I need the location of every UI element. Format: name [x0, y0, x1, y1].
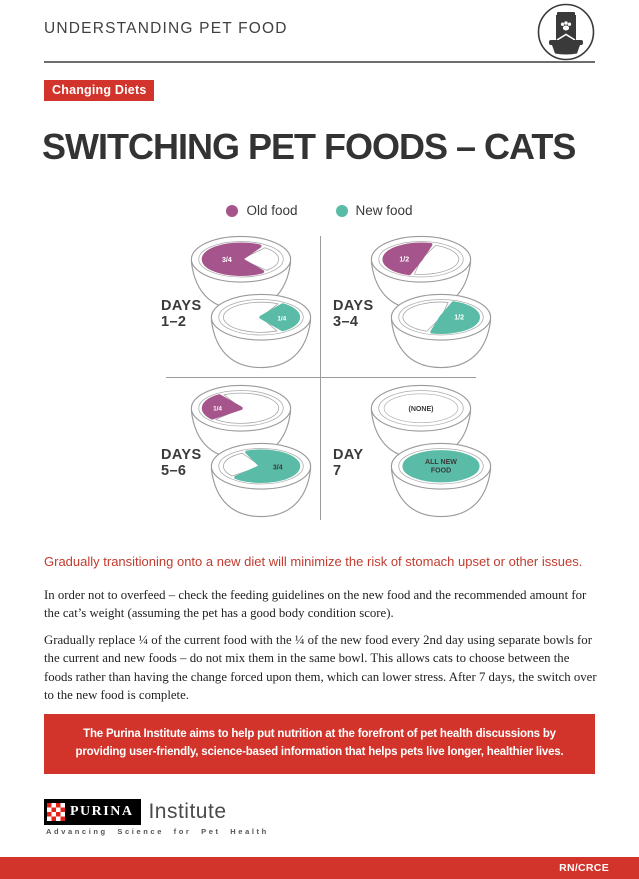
paragraph: In order not to overfeed – check the fee…	[44, 588, 587, 621]
diagram-quadrant-2: DAYS 3–4 1/2 1/2	[320, 228, 500, 377]
portion-label: 1/4	[213, 405, 222, 412]
purina-checkerboard-icon	[47, 803, 65, 821]
bowl-new-food: ALL NEW FOOD	[390, 442, 492, 518]
quadrant-label: DAYS 3–4	[333, 298, 374, 331]
portion-label: ALL NEW FOOD	[425, 459, 457, 474]
legend: Old food New food	[0, 203, 639, 218]
bowl-old-food: 1/4	[190, 384, 292, 460]
diagram-quadrant-1: DAYS 1–2 3/4 1/4	[140, 228, 320, 377]
diagram-horizontal-divider	[166, 377, 476, 378]
logo-tagline: Advancing Science for Pet Health	[46, 827, 269, 836]
transition-diagram: DAYS 1–2 3/4 1/4 DAYS 3–4 1/2 1/2 DAYS 5–6 1/4 3/4 D…	[140, 228, 500, 526]
diagram-vertical-divider	[320, 236, 321, 520]
legend-item-new-food: New food	[335, 203, 413, 218]
footer-bar: RN/CRCE	[0, 857, 639, 879]
header-divider	[44, 61, 595, 63]
portion-label: 1/4	[277, 316, 286, 323]
document-header-title: UNDERSTANDING PET FOOD	[44, 20, 288, 37]
pet-food-bag-and-bowl-icon	[537, 3, 595, 61]
bowl-empty: (NONE)	[370, 384, 472, 460]
portion-label: 1/2	[454, 314, 464, 321]
purina-wordmark: PURINA	[70, 804, 134, 819]
old-food-dot-icon	[226, 204, 239, 217]
portion-label: 3/4	[222, 257, 232, 264]
section-badge: Changing Diets	[44, 80, 155, 101]
quadrant-label: DAYS 1–2	[161, 298, 202, 331]
legend-label: New food	[355, 203, 413, 218]
page-title: SWITCHING PET FOODS – CATS	[42, 126, 576, 167]
diagram-quadrant-3: DAYS 5–6 1/4 3/4	[140, 377, 320, 526]
quadrant-label: DAY 7	[333, 447, 364, 480]
bowl-new-food: 1/4	[210, 293, 312, 369]
highlight-sentence: Gradually transitioning onto a new diet …	[44, 554, 583, 569]
purina-institute-logo: PURINA Institute	[44, 799, 227, 825]
diagram-quadrant-4: DAY 7 (NONE) ALL NEW FOOD	[320, 377, 500, 526]
legend-label: Old food	[246, 203, 298, 218]
portion-label: 3/4	[273, 465, 283, 472]
legend-item-old-food: Old food	[226, 203, 298, 218]
portion-label: 1/2	[399, 256, 409, 263]
institute-wordmark: Institute	[148, 800, 227, 823]
portion-label: (NONE)	[409, 406, 434, 413]
bowl-new-food: 1/2	[390, 293, 492, 369]
paragraph: Gradually replace ¼ of the current food …	[44, 633, 597, 702]
document-code: RN/CRCE	[559, 862, 609, 874]
new-food-dot-icon	[335, 204, 348, 217]
quadrant-label: DAYS 5–6	[161, 447, 202, 480]
body-copy: In order not to overfeed – check the fee…	[44, 586, 597, 740]
purina-logo-box: PURINA	[44, 799, 142, 825]
bowl-new-food: 3/4	[210, 442, 312, 518]
purina-institute-callout: The Purina Institute aims to help put nu…	[44, 714, 595, 774]
